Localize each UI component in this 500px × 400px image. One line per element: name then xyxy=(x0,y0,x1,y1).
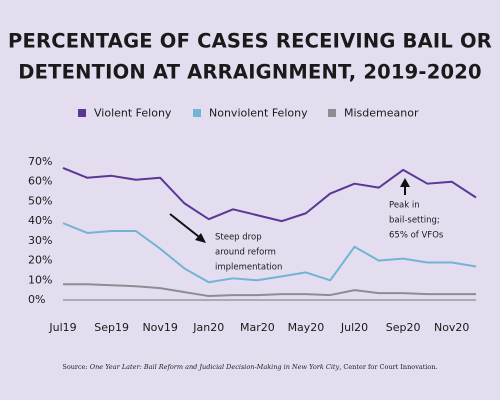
source-part: Source: xyxy=(62,363,89,371)
annotation-text: bail-setting; xyxy=(389,216,440,226)
y-tick-label: 50% xyxy=(28,194,52,207)
series-line xyxy=(63,283,476,298)
annotation: Steep drop around reform implementation xyxy=(169,213,282,273)
source-part: , Center for Court Innovation. xyxy=(339,363,437,371)
y-tick-label: 0% xyxy=(28,293,45,306)
legend-label: Violent Felony xyxy=(94,107,172,120)
source: Source: One Year Later: Bail Reform and … xyxy=(62,363,437,371)
legend-swatch xyxy=(193,109,201,117)
y-tick-label: 10% xyxy=(28,273,52,286)
x-tick-label: Nov19 xyxy=(142,321,177,334)
legend-swatch xyxy=(328,109,336,117)
x-tick-label: Jul20 xyxy=(340,321,368,334)
x-tick-label: Nov20 xyxy=(434,321,469,334)
x-tick-label: Sep19 xyxy=(94,321,129,334)
arrowhead xyxy=(195,233,206,243)
source-part: One Year Later: Bail Reform and Judicial… xyxy=(90,363,340,371)
legend-swatch xyxy=(78,109,86,117)
legend-label: Nonviolent Felony xyxy=(209,107,308,120)
x-tick-label: Sep20 xyxy=(386,321,421,334)
y-tick-label: 30% xyxy=(28,234,52,247)
y-tick-label: 70% xyxy=(28,155,52,168)
annotation-text: around reform xyxy=(215,248,276,258)
y-tick-label: 20% xyxy=(28,254,52,267)
legend-label: Misdemeanor xyxy=(344,107,419,120)
chart-title: DETENTION AT ARRAIGNMENT, 2019-2020 xyxy=(18,61,482,84)
annotation-text: 65% of VFOs xyxy=(389,231,444,241)
annotation-text: implementation xyxy=(215,263,282,273)
annotation-text: Steep drop xyxy=(215,233,262,243)
x-tick-label: Jan20 xyxy=(192,321,224,334)
chart-title: PERCENTAGE OF CASES RECEIVING BAIL OR xyxy=(8,30,492,53)
arrow xyxy=(169,213,204,241)
x-tick-label: Mar20 xyxy=(240,321,275,334)
series-line xyxy=(62,166,477,223)
series-line xyxy=(62,222,477,284)
arrowhead xyxy=(400,178,410,187)
y-tick-label: 60% xyxy=(28,175,52,188)
y-tick-label: 40% xyxy=(28,214,52,227)
annotation-text: Peak in xyxy=(389,201,420,211)
x-tick-label: Jul19 xyxy=(48,321,76,334)
annotation: Peak in bail-setting; 65% of VFOs xyxy=(389,178,444,241)
x-tick-label: May20 xyxy=(288,321,325,334)
